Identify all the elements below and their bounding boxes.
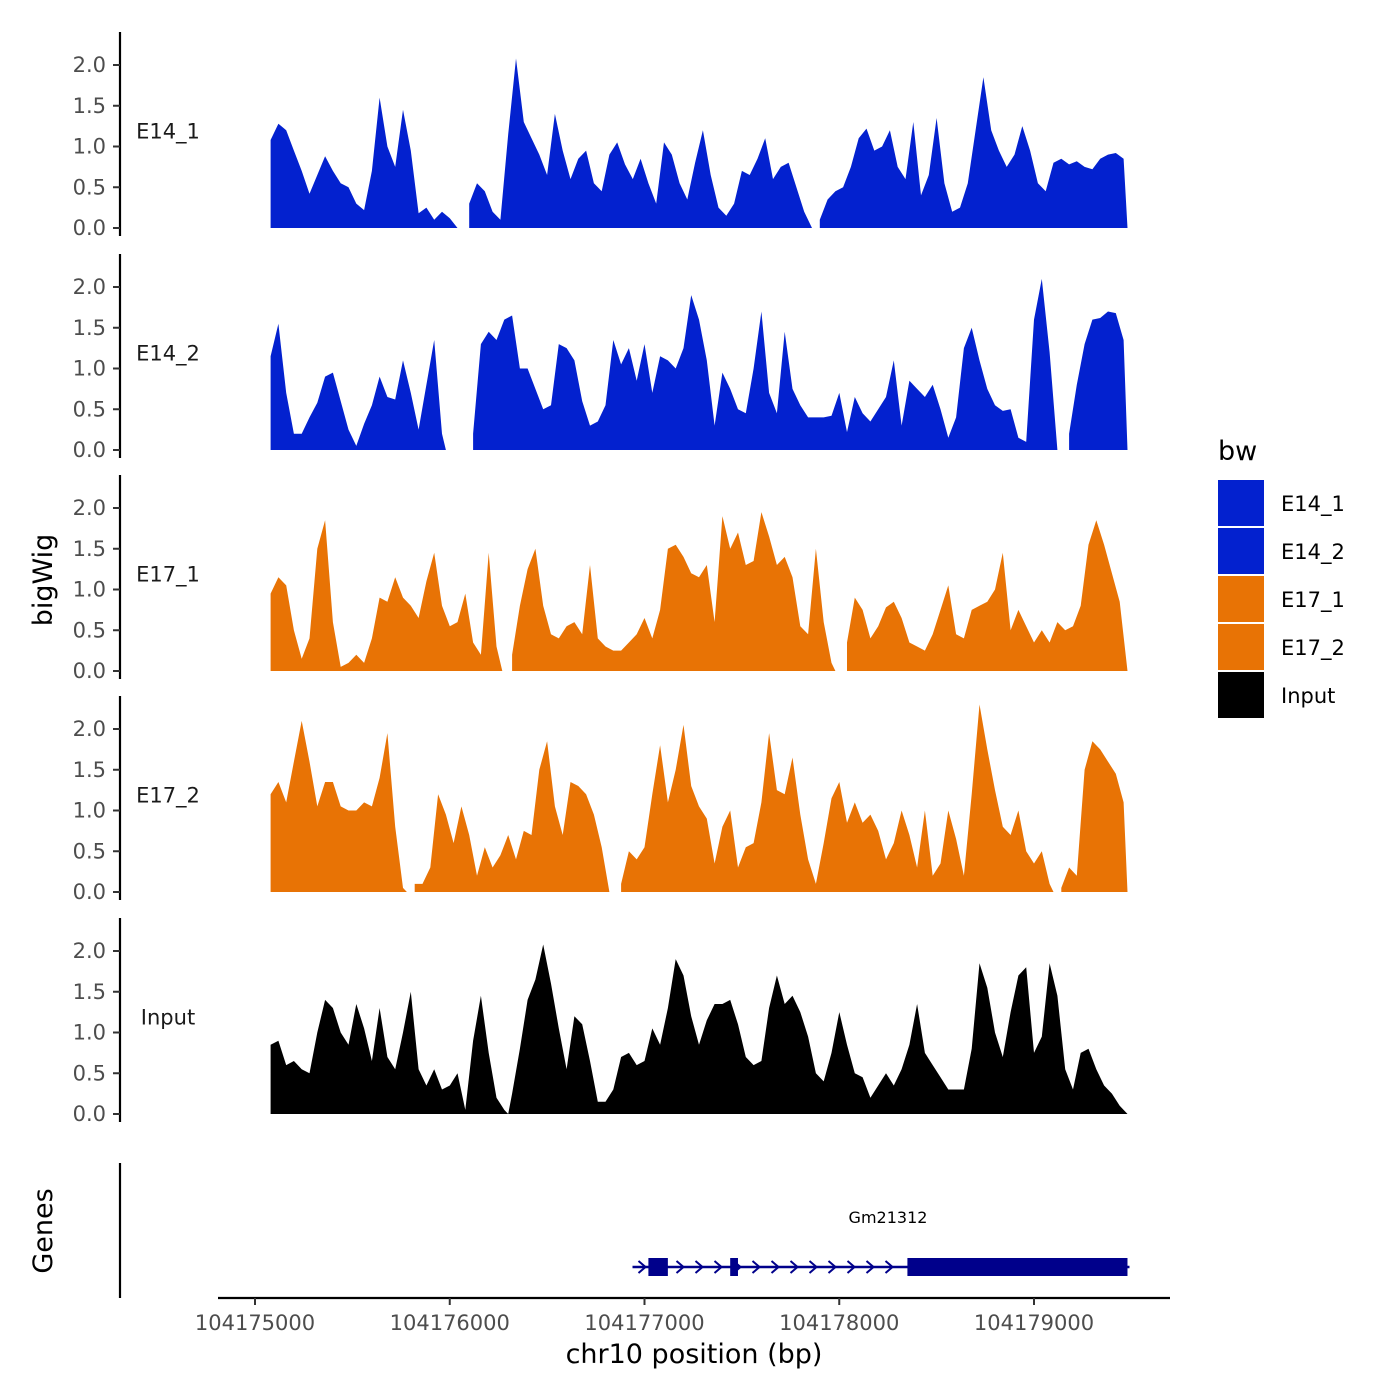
y-tick-label: 0.0 — [73, 1102, 106, 1126]
legend-label-E14_1: E14_1 — [1281, 492, 1345, 517]
track-E14_2: 0.0 0.5 1.0 1.5 2.0 E14_2 — [73, 254, 1128, 462]
track-Input: 0.0 0.5 1.0 1.5 2.0 Input — [73, 918, 1128, 1126]
legend-key-E14_1 — [1218, 480, 1264, 526]
strand-arrow — [884, 1260, 895, 1274]
legend-key-E17_1 — [1218, 576, 1264, 622]
y-tick-label: 1.5 — [73, 758, 106, 782]
legend-label-Input: Input — [1281, 684, 1335, 708]
gene-name-label: Gm21312 — [849, 1208, 928, 1227]
legend-label-E14_2: E14_2 — [1281, 540, 1345, 565]
y-tick-label: 0.0 — [73, 438, 106, 462]
strand-arrow — [789, 1260, 800, 1274]
x-tick-label: 104178000 — [779, 1311, 899, 1335]
strand-arrow — [846, 1260, 857, 1274]
gene-exon — [730, 1258, 738, 1276]
y-tick-label: 0.0 — [73, 216, 106, 240]
y-tick-label: 2.0 — [73, 53, 106, 77]
strand-arrow — [865, 1260, 876, 1274]
track-label-E17_2: E17_2 — [136, 783, 200, 808]
gene-model — [632, 1258, 1130, 1276]
y-tick-label: 1.0 — [73, 357, 106, 381]
legend: bw E14_1 E14_2 E17_1 E17_2 Input — [1218, 436, 1345, 718]
area-E17_1 — [270, 512, 1128, 671]
y-tick-label: 1.0 — [73, 135, 106, 159]
strand-arrow — [675, 1260, 686, 1274]
track-label-E14_1: E14_1 — [136, 119, 200, 144]
legend-label-E17_1: E17_1 — [1281, 588, 1345, 613]
x-tick-label: 104179000 — [974, 1311, 1094, 1335]
area-Input — [270, 944, 1128, 1114]
strand-arrow — [637, 1260, 648, 1274]
y-tick-label: 1.5 — [73, 537, 106, 561]
x-axis: 104175000 104176000 104177000 104178000 1041… — [195, 1296, 1170, 1335]
legend-label-E17_2: E17_2 — [1281, 636, 1345, 661]
track-E14_1: 0.0 0.5 1.0 1.5 2.0 E14_1 — [73, 32, 1128, 240]
strand-arrow — [827, 1260, 838, 1274]
strand-arrow — [751, 1260, 762, 1274]
legend-key-E14_2 — [1218, 528, 1264, 574]
track-label-E14_2: E14_2 — [136, 341, 200, 366]
x-tick-label: 104175000 — [195, 1311, 315, 1335]
track-E17_2: 0.0 0.5 1.0 1.5 2.0 E17_2 — [73, 696, 1128, 904]
y-axis-title: bigWig — [28, 534, 59, 627]
y-tick-label: 0.5 — [73, 618, 106, 642]
x-axis-title: chr10 position (bp) — [566, 1339, 823, 1370]
track-label-Input: Input — [141, 1005, 195, 1029]
y-tick-label: 1.5 — [73, 316, 106, 340]
area-E17_2 — [270, 704, 1128, 892]
track-label-E17_1: E17_1 — [136, 562, 200, 587]
y-tick-label: 0.5 — [73, 839, 106, 863]
legend-key-Input — [1218, 672, 1264, 718]
legend-title: bw — [1218, 436, 1257, 467]
track-E17_1: 0.0 0.5 1.0 1.5 2.0 E17_1 — [73, 475, 1128, 683]
y-tick-label: 2.0 — [73, 939, 106, 963]
y-tick-label: 2.0 — [73, 717, 106, 741]
strand-arrow — [694, 1260, 705, 1274]
strand-arrow — [808, 1260, 819, 1274]
gene-track-title: Genes — [28, 1188, 59, 1273]
gene-track-panel: Genes Gm21312 — [28, 1163, 1130, 1298]
area-E14_2 — [270, 278, 1128, 450]
y-tick-label: 2.0 — [73, 496, 106, 520]
signal-tracks: 0.0 0.5 1.0 1.5 2.0 E14_1 0.0 0.5 1.0 1.5 2.0 E14_2… — [73, 32, 1128, 1126]
y-tick-label: 2.0 — [73, 275, 106, 299]
y-tick-label: 1.0 — [73, 578, 106, 602]
y-tick-label: 1.5 — [73, 980, 106, 1004]
y-tick-label: 1.0 — [73, 1021, 106, 1045]
strand-arrow — [770, 1260, 781, 1274]
gene-exon — [907, 1258, 1128, 1276]
y-tick-label: 1.5 — [73, 94, 106, 118]
x-tick-label: 104177000 — [584, 1311, 704, 1335]
area-E14_1 — [270, 58, 1128, 228]
legend-key-E17_2 — [1218, 624, 1264, 670]
gene-exon — [648, 1258, 668, 1276]
y-tick-label: 0.0 — [73, 659, 106, 683]
y-tick-label: 0.0 — [73, 880, 106, 904]
x-tick-label: 104176000 — [390, 1311, 510, 1335]
y-tick-label: 0.5 — [73, 1061, 106, 1085]
strand-arrow — [713, 1260, 724, 1274]
y-tick-label: 0.5 — [73, 175, 106, 199]
y-tick-label: 0.5 — [73, 397, 106, 421]
y-tick-label: 1.0 — [73, 799, 106, 823]
